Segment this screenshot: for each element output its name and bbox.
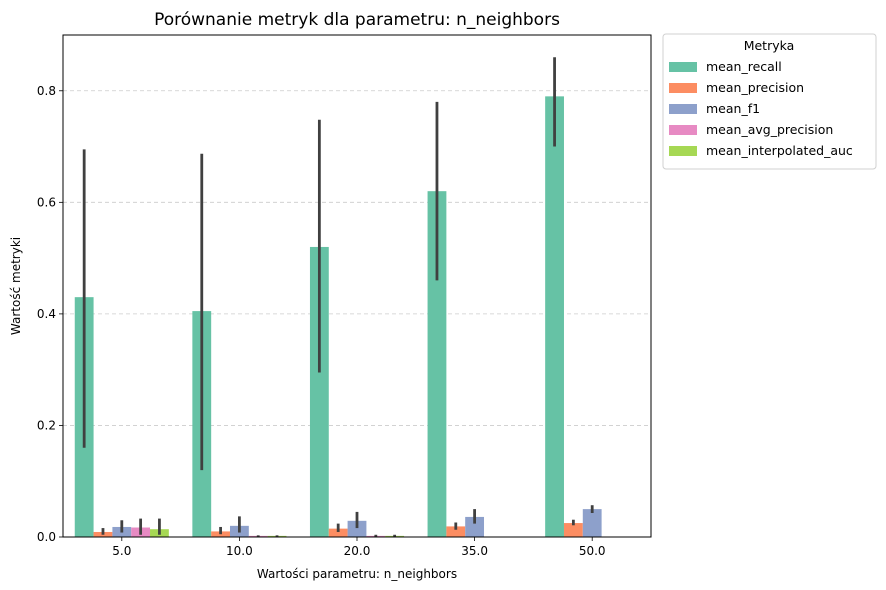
legend-label-mean_avg_precision: mean_avg_precision: [706, 122, 833, 137]
bar-mean_precision-20.0: [328, 528, 348, 537]
legend-title: Metryka: [744, 38, 795, 53]
legend-swatch-mean_recall: [669, 62, 697, 72]
x-axis-label: Wartości parametru: n_neighbors: [257, 567, 457, 581]
bar-mean_recall-50.0: [545, 96, 564, 537]
legend-label-mean_recall: mean_recall: [706, 59, 782, 74]
legend-label-mean_precision: mean_precision: [706, 80, 804, 95]
y-axis-label: Wartość metryki: [9, 237, 23, 335]
x-tick-label: 10.0: [226, 544, 253, 558]
bars: [74, 96, 602, 537]
x-tick-label: 20.0: [344, 544, 371, 558]
y-ticks: 0.0 0.2 0.4 0.6 0.8: [37, 84, 63, 544]
y-tick-label: 0.8: [37, 84, 56, 98]
x-tick-label: 35.0: [461, 544, 488, 558]
legend-items: mean_recall mean_precision mean_f1 mean_avg…: [669, 59, 853, 158]
y-tick-label: 0.4: [37, 307, 56, 321]
legend-swatch-mean_interpolated_auc: [669, 146, 697, 156]
legend-label-mean_interpolated_auc: mean_interpolated_auc: [706, 143, 853, 158]
bar-mean_recall-20.0: [309, 246, 329, 537]
bar-mean_f1-20.0: [347, 520, 367, 537]
error-bars: [82, 57, 594, 537]
y-tick-label: 0.6: [37, 195, 56, 209]
legend-swatch-mean_precision: [669, 83, 697, 93]
legend: Metryka mean_recall mean_precision mean_f1…: [662, 33, 877, 170]
legend-box: [662, 33, 877, 170]
bar-mean_precision-50.0: [563, 523, 583, 537]
legend-swatch-mean_avg_precision: [669, 125, 697, 135]
x-tick-label: 5.0: [112, 544, 131, 558]
bar-mean_f1-35.0: [465, 516, 485, 537]
legend-swatch-mean_f1: [669, 104, 697, 114]
y-tick-label: 0.2: [37, 418, 56, 432]
chart-title: Porównanie metryk dla parametru: n_neigh…: [154, 10, 560, 30]
bar-mean_recall-35.0: [427, 191, 447, 537]
x-tick-label: 50.0: [579, 544, 606, 558]
bar-mean_f1-50.0: [582, 509, 602, 537]
y-tick-label: 0.0: [37, 530, 56, 544]
bar-mean_precision-35.0: [446, 526, 466, 537]
legend-label-mean_f1: mean_f1: [706, 101, 760, 116]
x-ticks: 5.0 10.0 20.0 35.0 50.0: [112, 537, 606, 558]
